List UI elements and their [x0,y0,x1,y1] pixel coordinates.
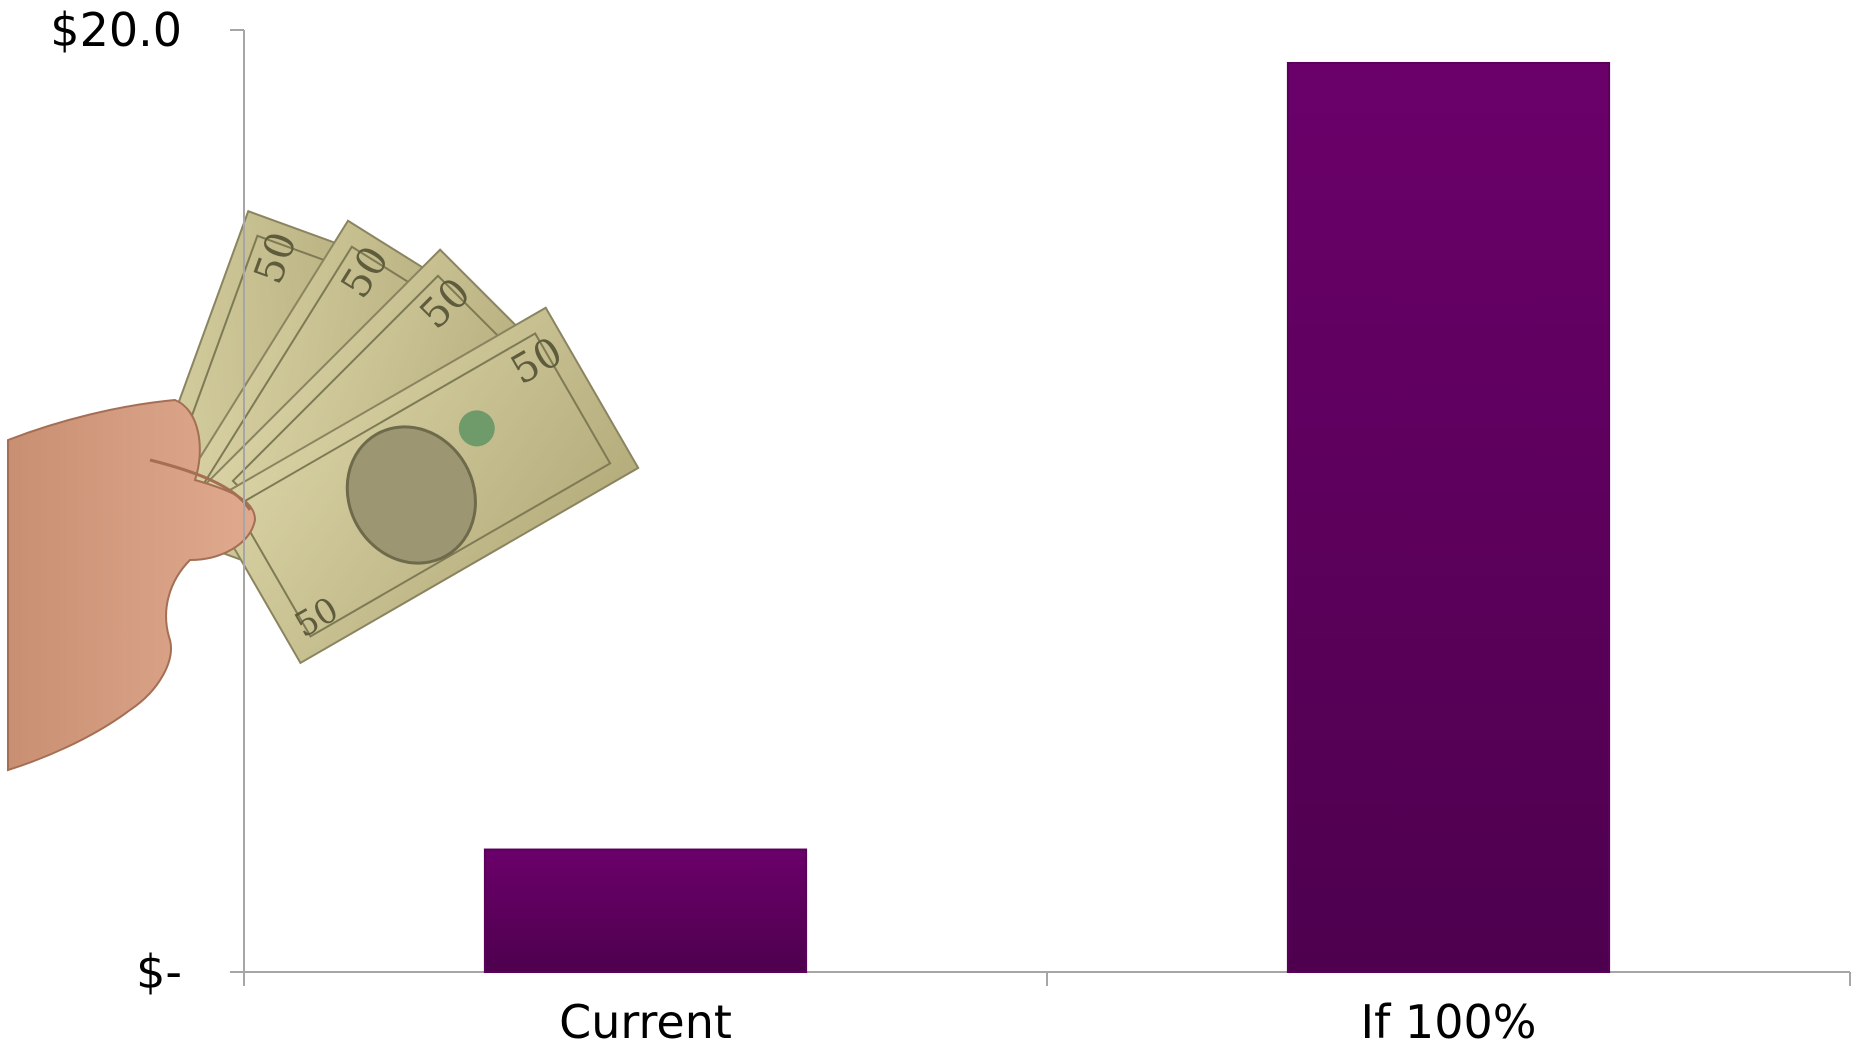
y-tick-label: $- [136,945,182,999]
x-category-label: If 100% [1361,995,1537,1049]
bar-current [483,848,808,973]
x-category-label: Current [559,995,732,1049]
bar-if-100- [1286,61,1611,974]
money-in-hand-image: 50 50 50 50 50 [7,209,640,772]
y-tick-label: $20.0 [50,3,182,57]
